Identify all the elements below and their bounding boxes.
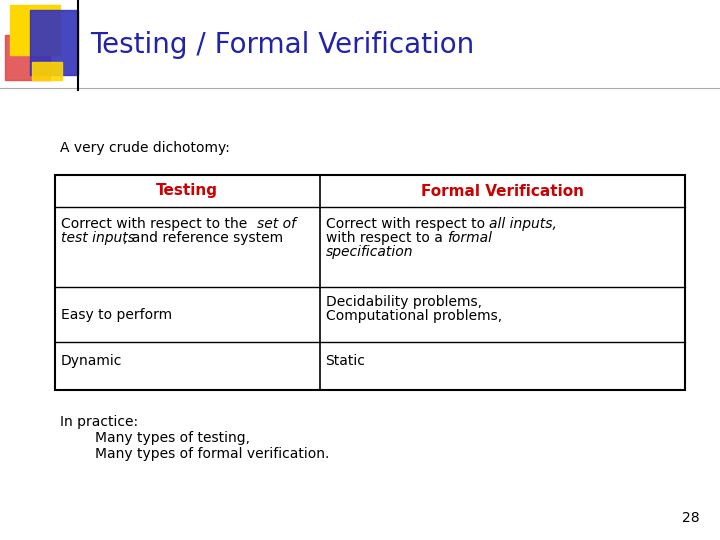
Text: , and reference system: , and reference system — [123, 231, 283, 245]
Text: all inputs,: all inputs, — [489, 217, 557, 231]
Text: Testing: Testing — [156, 184, 218, 199]
Text: A very crude dichotomy:: A very crude dichotomy: — [60, 141, 230, 155]
Text: Correct with respect to: Correct with respect to — [325, 217, 489, 231]
Text: Decidability problems,: Decidability problems, — [325, 295, 482, 309]
Text: Static: Static — [325, 354, 366, 368]
Text: set of: set of — [257, 217, 296, 231]
Text: Correct with respect to the: Correct with respect to the — [61, 217, 251, 231]
Text: test inputs: test inputs — [61, 231, 135, 245]
Text: Dynamic: Dynamic — [61, 354, 122, 368]
Text: Computational problems,: Computational problems, — [325, 309, 502, 323]
Text: Many types of formal verification.: Many types of formal verification. — [60, 447, 329, 461]
Text: formal: formal — [446, 231, 492, 245]
Text: Easy to perform: Easy to perform — [61, 307, 172, 321]
Bar — [30, 10, 78, 75]
Bar — [32, 62, 62, 80]
Bar — [10, 5, 60, 55]
Bar — [55, 175, 685, 390]
Text: Testing / Formal Verification: Testing / Formal Verification — [90, 31, 474, 59]
Text: In practice:: In practice: — [60, 415, 138, 429]
Bar — [5, 35, 50, 80]
Text: Formal Verification: Formal Verification — [420, 184, 584, 199]
Text: Many types of testing,: Many types of testing, — [60, 431, 250, 445]
Text: with respect to a: with respect to a — [325, 231, 447, 245]
Text: specification: specification — [325, 245, 413, 259]
Text: 28: 28 — [683, 511, 700, 525]
